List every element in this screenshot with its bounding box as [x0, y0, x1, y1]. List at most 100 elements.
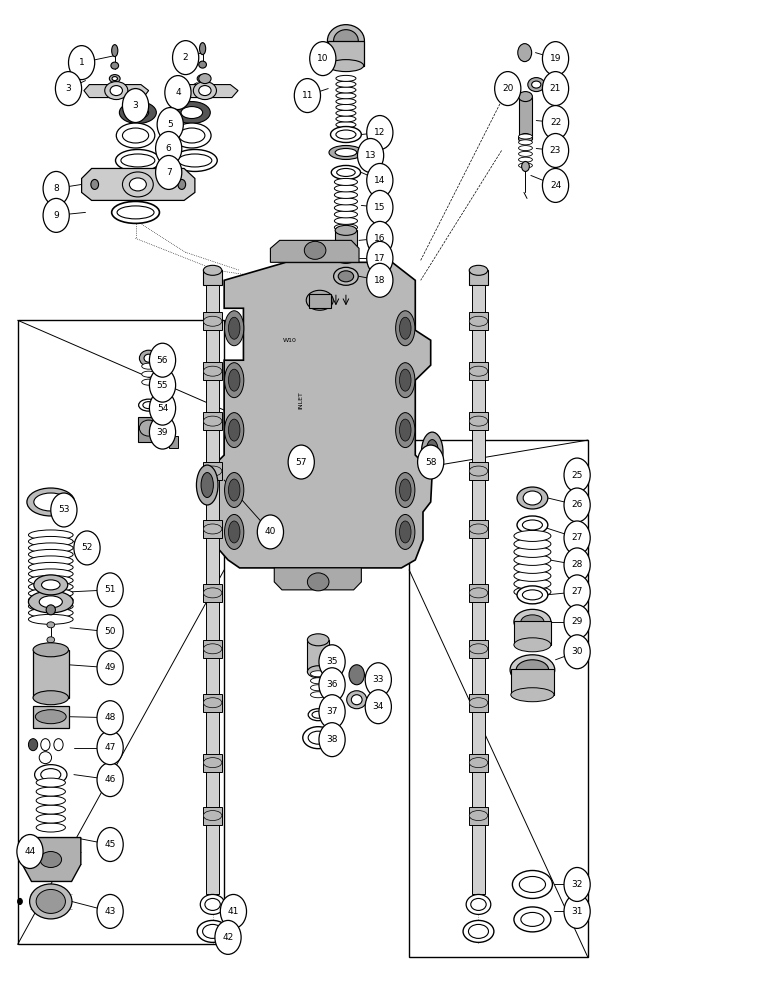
Text: 55: 55 — [157, 381, 168, 390]
Bar — [469, 584, 488, 602]
Ellipse shape — [336, 130, 356, 139]
Text: 31: 31 — [571, 907, 583, 916]
Ellipse shape — [519, 151, 533, 156]
Circle shape — [357, 139, 384, 172]
Circle shape — [367, 163, 393, 197]
Ellipse shape — [336, 116, 356, 122]
Ellipse shape — [178, 128, 205, 143]
Circle shape — [564, 488, 591, 522]
Ellipse shape — [196, 465, 218, 505]
Ellipse shape — [516, 660, 549, 680]
Ellipse shape — [395, 311, 415, 346]
Circle shape — [543, 168, 569, 202]
Ellipse shape — [29, 536, 73, 546]
Ellipse shape — [399, 317, 411, 339]
Text: 34: 34 — [373, 702, 384, 711]
Ellipse shape — [312, 711, 324, 718]
Text: 17: 17 — [374, 254, 385, 263]
Text: 20: 20 — [502, 84, 513, 93]
Ellipse shape — [172, 123, 211, 148]
Ellipse shape — [34, 575, 68, 595]
Ellipse shape — [522, 161, 530, 171]
Ellipse shape — [36, 823, 66, 832]
Text: W10: W10 — [283, 338, 296, 343]
Ellipse shape — [517, 516, 548, 534]
Polygon shape — [174, 85, 238, 98]
Bar — [469, 640, 488, 658]
Circle shape — [288, 445, 314, 479]
Circle shape — [564, 575, 591, 609]
Ellipse shape — [203, 644, 222, 654]
Ellipse shape — [327, 25, 364, 57]
Ellipse shape — [117, 206, 154, 219]
Ellipse shape — [199, 43, 205, 55]
Ellipse shape — [336, 99, 356, 105]
Ellipse shape — [142, 371, 156, 377]
Text: 11: 11 — [302, 91, 313, 100]
Circle shape — [150, 415, 175, 449]
Circle shape — [294, 79, 320, 113]
Ellipse shape — [469, 588, 488, 598]
Ellipse shape — [523, 590, 543, 600]
Ellipse shape — [54, 739, 63, 751]
Bar — [33, 706, 69, 728]
Text: 7: 7 — [166, 168, 171, 177]
Text: 53: 53 — [58, 505, 69, 514]
Ellipse shape — [198, 86, 211, 96]
Ellipse shape — [469, 644, 488, 654]
Ellipse shape — [334, 178, 357, 185]
Ellipse shape — [399, 419, 411, 441]
Text: 23: 23 — [550, 146, 561, 155]
Ellipse shape — [47, 637, 55, 643]
Ellipse shape — [203, 811, 222, 821]
Circle shape — [150, 343, 175, 377]
Ellipse shape — [307, 666, 329, 678]
Ellipse shape — [110, 86, 123, 96]
Ellipse shape — [334, 211, 357, 218]
Ellipse shape — [142, 363, 156, 369]
Circle shape — [564, 635, 591, 669]
Ellipse shape — [34, 493, 68, 511]
Text: 16: 16 — [374, 234, 385, 243]
Circle shape — [215, 920, 241, 954]
Circle shape — [543, 42, 569, 76]
Ellipse shape — [225, 514, 244, 549]
Ellipse shape — [514, 530, 551, 541]
Ellipse shape — [338, 271, 354, 282]
Ellipse shape — [142, 379, 156, 385]
Ellipse shape — [200, 894, 225, 914]
Circle shape — [220, 894, 246, 928]
Ellipse shape — [336, 110, 356, 116]
Ellipse shape — [29, 601, 73, 611]
Circle shape — [156, 132, 181, 165]
Ellipse shape — [225, 413, 244, 448]
Circle shape — [156, 155, 181, 189]
Text: 25: 25 — [571, 471, 583, 480]
Ellipse shape — [520, 876, 546, 892]
Bar — [469, 312, 488, 330]
Polygon shape — [82, 168, 195, 200]
Ellipse shape — [173, 102, 210, 124]
Ellipse shape — [514, 538, 551, 549]
Ellipse shape — [514, 562, 551, 573]
Ellipse shape — [225, 473, 244, 507]
Text: 4: 4 — [175, 88, 181, 97]
Circle shape — [367, 241, 393, 275]
Circle shape — [319, 668, 345, 702]
Circle shape — [257, 515, 283, 549]
Ellipse shape — [203, 698, 222, 708]
Circle shape — [564, 867, 591, 901]
Circle shape — [43, 171, 69, 205]
Ellipse shape — [46, 605, 56, 615]
Text: 27: 27 — [571, 587, 583, 596]
Ellipse shape — [528, 78, 545, 92]
Ellipse shape — [47, 622, 55, 628]
Text: 26: 26 — [571, 500, 583, 509]
Text: 48: 48 — [104, 713, 116, 722]
Bar — [309, 294, 330, 308]
Bar — [472, 285, 485, 894]
Circle shape — [418, 445, 444, 479]
Circle shape — [543, 72, 569, 106]
Bar — [206, 285, 218, 894]
Ellipse shape — [514, 609, 551, 634]
